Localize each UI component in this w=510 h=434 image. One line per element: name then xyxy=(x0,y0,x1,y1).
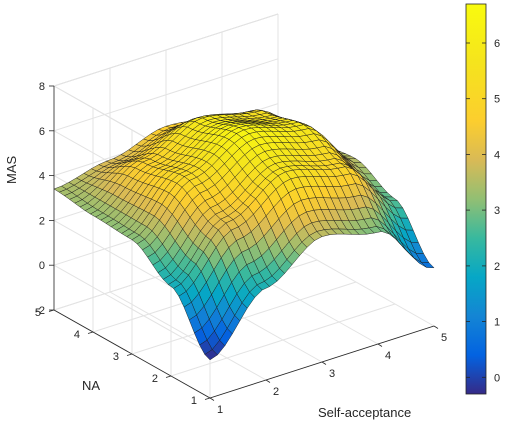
x-tick xyxy=(433,325,439,329)
z-tick-label: 6 xyxy=(39,126,45,138)
surface-patch xyxy=(420,262,435,269)
colorbar-tick-label: 6 xyxy=(494,38,500,50)
y-tick-labels: 1 2 3 4 5 xyxy=(35,307,211,407)
y-tick-label: 4 xyxy=(74,329,80,341)
colorbar-tick-label: 1 xyxy=(494,317,500,329)
x-tick xyxy=(209,397,215,401)
x-tick-label: 3 xyxy=(329,368,335,380)
grid-line xyxy=(170,303,396,377)
grid-line xyxy=(53,58,279,132)
colorbar-tick-label: 3 xyxy=(494,205,500,217)
x-tick-labels: 1 2 3 4 5 xyxy=(209,325,447,416)
x-tick xyxy=(377,343,383,347)
z-axis-label: MAS xyxy=(4,156,19,185)
z-tick-label: 4 xyxy=(39,171,45,183)
grid-line xyxy=(131,281,357,355)
y-axis-label: NA xyxy=(82,378,100,393)
y-tick xyxy=(126,353,133,356)
x-tick xyxy=(265,379,271,383)
colorbar-gradient xyxy=(465,3,487,395)
y-tick-label: 2 xyxy=(152,373,158,385)
y-tick xyxy=(87,331,94,334)
y-tick xyxy=(165,375,172,378)
colorbar-tick-label: 2 xyxy=(494,261,500,273)
x-tick-label: 2 xyxy=(273,386,279,398)
z-tick-labels: -2 0 2 4 6 8 xyxy=(35,81,54,317)
z-tick-label: 0 xyxy=(39,260,45,272)
colorbar-ticks: 0 1 2 3 4 5 6 xyxy=(466,38,500,384)
grid-line xyxy=(53,264,211,354)
y-tick-label: 3 xyxy=(113,351,119,363)
z-tick-label: -2 xyxy=(35,305,45,317)
colorbar-tick-label: 5 xyxy=(494,94,500,106)
y-tick xyxy=(204,397,211,400)
x-axis-label: Self-acceptance xyxy=(318,405,411,420)
surface-mesh xyxy=(53,109,435,361)
x-tick xyxy=(321,361,327,365)
z-tick-label: 2 xyxy=(39,215,45,227)
grid-line xyxy=(53,13,279,87)
x-tick-label: 1 xyxy=(217,404,223,416)
colorbar-tick-label: 4 xyxy=(494,149,500,161)
y-tick-label: 1 xyxy=(191,395,197,407)
x-tick-label: 4 xyxy=(385,350,391,362)
x-tick-label: 5 xyxy=(441,332,447,344)
y-tick-label: 5 xyxy=(35,307,41,319)
colorbar: 0 1 2 3 4 5 6 xyxy=(465,3,500,395)
colorbar-tick-label: 0 xyxy=(494,372,500,384)
z-tick-label: 8 xyxy=(39,81,45,93)
